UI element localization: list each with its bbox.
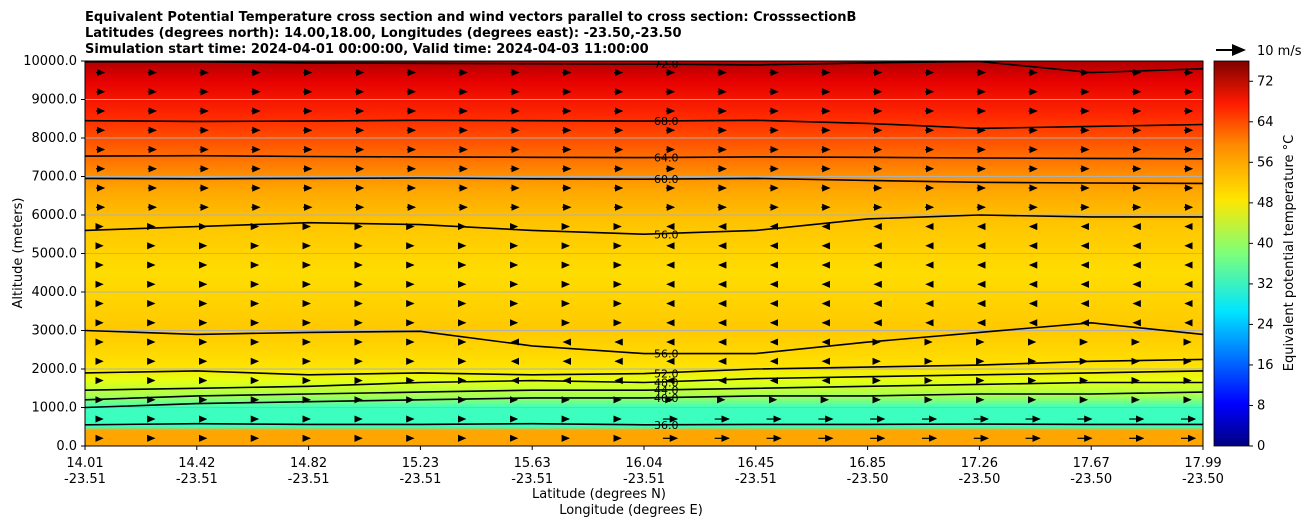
x-tick-label-lat: 15.63 [514, 456, 551, 471]
y-axis: 0.0 1000.0 2000.0 3000.0 4000.0 5000.0 6000.0 7… [23, 54, 85, 454]
colorbar-tick-label: 56 [1257, 155, 1274, 170]
colorbar-tick-label: 32 [1257, 277, 1274, 292]
contour-lines: 72.0 68.0 64.0 60.0 56.0 56.0 52.048.044.040.0… [85, 58, 1203, 432]
colorbar-tick-label: 8 [1257, 398, 1265, 413]
contour-line [85, 370, 1203, 391]
colorbar-label: Equivalent potential temperature °C [1282, 135, 1297, 371]
y-axis-label: Altitude (meters) [11, 198, 26, 309]
chart-title-line-2: Latitudes (degrees north): 14.00,18.00, … [85, 26, 682, 41]
contour-label: 48.0 [654, 376, 679, 389]
x-tick-label-lon: -23.51 [399, 472, 441, 487]
y-tick-label: 4000.0 [32, 285, 78, 300]
colorbar-tick-label: 16 [1257, 358, 1274, 373]
y-tick-label: 1000.0 [32, 401, 78, 416]
x-tick-label-lon: -23.51 [511, 472, 553, 487]
x-tick-label-lon: -23.51 [735, 472, 777, 487]
wind-vectors [95, 68, 1197, 442]
x-tick-label-lon: -23.51 [176, 472, 218, 487]
contour-label: 36.0 [654, 419, 679, 432]
contour-label: 52.0 [654, 368, 679, 381]
plot-area: 72.0 68.0 64.0 60.0 56.0 56.0 52.048.044.040.0… [84, 58, 1204, 447]
y-tick-label: 7000.0 [32, 170, 78, 185]
quiver-key: 10 m/s [1216, 44, 1302, 59]
x-tick-label-lat: 14.42 [178, 456, 215, 471]
y-tick-label: 3000.0 [32, 324, 78, 339]
x-tick-label-lon: -23.50 [1070, 472, 1112, 487]
contour-label: 68.0 [654, 115, 679, 128]
y-tick-label: 2000.0 [32, 362, 78, 377]
contour-line [85, 119, 1203, 130]
colorbar-bar [1213, 60, 1250, 447]
x-tick-label-lat: 16.45 [737, 456, 774, 471]
chart-title-line-3: Simulation start time: 2024-04-01 00:00:… [85, 42, 649, 57]
x-tick-label-lat: 17.99 [1184, 456, 1221, 471]
x-axis-label-latitude: Latitude (degrees N) [532, 487, 666, 502]
colorbar: 0 8 16 24 32 40 48 56 64 72 Equivalent potential … [1213, 60, 1297, 454]
colorbar-tick-label: 48 [1257, 196, 1274, 211]
colorbar-tick-label: 0 [1257, 439, 1265, 454]
colorbar-tick-label: 24 [1257, 317, 1274, 332]
contour-label: 40.0 [654, 392, 679, 405]
y-tick-label: 0.0 [56, 439, 77, 454]
colorbar-tick-label: 72 [1257, 74, 1274, 89]
x-tick-label-lon: -23.51 [623, 472, 665, 487]
contour-line [85, 381, 1203, 401]
x-tick-label-lat: 17.26 [961, 456, 998, 471]
contour-line [85, 214, 1203, 236]
x-tick-label-lat: 16.04 [625, 456, 662, 471]
contour-label: 44.0 [654, 384, 679, 397]
y-tick-label: 9000.0 [32, 93, 78, 108]
contour-line [85, 391, 1203, 409]
y-tick-label: 10000.0 [23, 54, 77, 69]
contour-line [85, 422, 1203, 426]
quiver-key-label: 10 m/s [1257, 44, 1302, 59]
x-tick-label-lat: 15.23 [402, 456, 439, 471]
x-tick-label-lat: 17.67 [1073, 456, 1110, 471]
x-tick-label-lon: -23.51 [64, 472, 106, 487]
x-tick-label-lat: 14.01 [66, 456, 103, 471]
x-tick-label-lon: -23.50 [1182, 472, 1224, 487]
x-tick-label-lat: 14.82 [290, 456, 327, 471]
contour-line [85, 358, 1203, 376]
y-tick-label: 8000.0 [32, 131, 78, 146]
contour-label: 64.0 [654, 152, 679, 165]
contour-label: 56.0 [654, 228, 679, 241]
colorbar-ticks: 0 8 16 24 32 40 48 56 64 72 [1249, 74, 1274, 454]
x-axis-label-longitude: Longitude (degrees E) [559, 503, 703, 518]
x-tick-label-lon: -23.51 [288, 472, 330, 487]
x-tick-label-lon: -23.50 [847, 472, 889, 487]
contour-label: 72.0 [654, 58, 679, 71]
contour-line [85, 321, 1203, 355]
contour-line [85, 154, 1203, 160]
x-tick-label-lon: -23.50 [958, 472, 1000, 487]
colorbar-tick-label: 40 [1257, 236, 1274, 251]
grid-lines [85, 99, 1203, 408]
y-tick-label: 5000.0 [32, 247, 78, 262]
x-tick-label-lat: 16.85 [849, 456, 886, 471]
contour-label: 60.0 [654, 173, 679, 186]
colorbar-tick-label: 64 [1257, 115, 1274, 130]
contour-line [85, 177, 1203, 185]
contour-line [85, 61, 1203, 74]
chart-title-line-1: Equivalent Potential Temperature cross s… [85, 10, 856, 25]
y-tick-label: 6000.0 [32, 208, 78, 223]
x-axis: 14.01-23.5114.42-23.5114.82-23.5115.23-2… [64, 446, 1224, 487]
contour-label: 56.0 [654, 348, 679, 361]
